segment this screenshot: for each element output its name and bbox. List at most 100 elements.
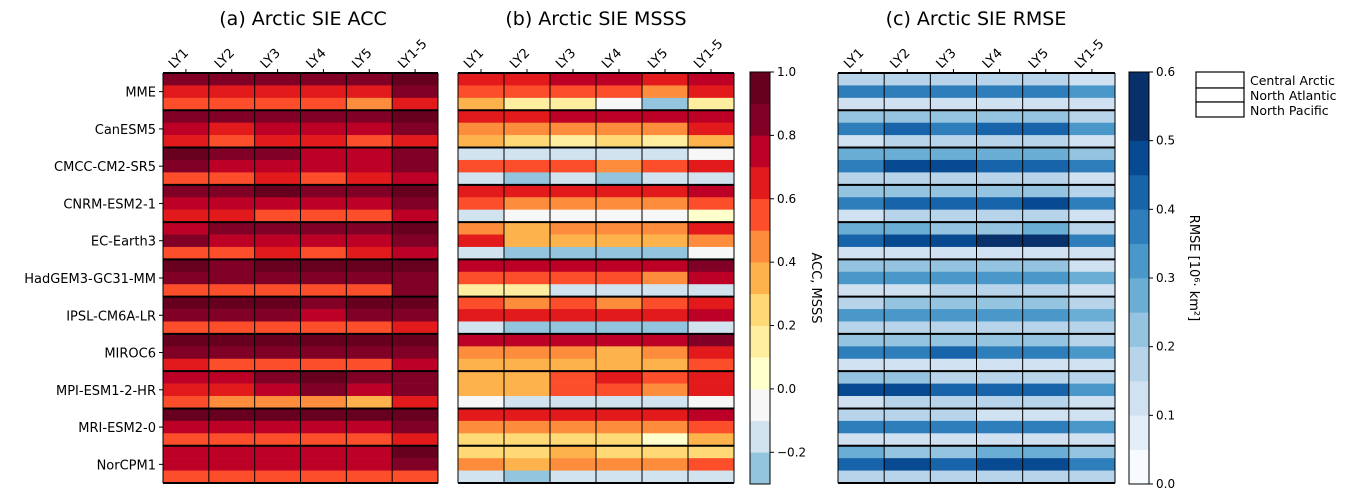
legend-label: North Pacific: [1250, 103, 1329, 118]
colorbar-bin: [750, 167, 770, 200]
heatmap-cell: [976, 458, 1023, 471]
heatmap-cell: [458, 234, 505, 248]
heatmap-cell: [976, 333, 1023, 347]
heatmap-cell: [884, 222, 931, 235]
heatmap-cell: [254, 172, 301, 186]
x-tick-label: LY1-5: [1072, 37, 1107, 72]
heatmap-cell: [504, 135, 551, 148]
heatmap-cell: [688, 321, 735, 335]
heatmap-cell: [392, 396, 439, 409]
heatmap-cell: [163, 147, 210, 161]
heatmap-cell: [550, 296, 597, 310]
heatmap-cell: [504, 470, 551, 484]
heatmap-cell: [930, 358, 977, 372]
heatmap-cell: [976, 97, 1023, 111]
heatmap-cell: [930, 197, 977, 210]
legend-label: Central Arctic: [1250, 73, 1335, 88]
heatmap-cell: [976, 321, 1023, 335]
heatmap-cell: [163, 184, 210, 198]
heatmap-cell: [458, 445, 505, 459]
acc-x-ticks: LY1 LY2 LY3 LY4 LY5 LY1-5: [166, 37, 430, 73]
heatmap-cell: [392, 433, 439, 447]
heatmap-cell: [1022, 420, 1070, 434]
y-tick-label: MIROC6: [104, 347, 156, 362]
heatmap-cell: [504, 97, 551, 111]
heatmap-cell: [1022, 321, 1070, 335]
heatmap-cell: [596, 159, 643, 173]
heatmap-cell: [254, 371, 301, 384]
heatmap-cell: [1068, 73, 1116, 86]
heatmap-cell: [976, 184, 1023, 198]
heatmap-cell: [208, 470, 255, 484]
heatmap-cell: [300, 85, 347, 99]
heatmap-cell: [976, 420, 1023, 434]
heatmap-cell: [596, 371, 643, 384]
heatmap-cell: [642, 259, 689, 273]
heatmap-cell: [930, 458, 977, 471]
y-tick-label: HadGEM3-GC31-MM: [24, 272, 156, 287]
heatmap-cell: [254, 445, 301, 459]
heatmap-cell: [208, 172, 255, 186]
heatmap-cell: [642, 85, 689, 99]
colorbar-tick-label: 0.4: [777, 255, 796, 269]
heatmap-cell: [208, 85, 255, 99]
heatmap-cell: [550, 321, 597, 335]
heatmap-cell: [392, 284, 439, 297]
heatmap-cell: [163, 246, 210, 260]
heatmap-cell: [1068, 309, 1116, 322]
heatmap-cell: [930, 470, 977, 484]
heatmap-cell: [346, 396, 393, 409]
heatmap-cell: [976, 122, 1023, 136]
heatmap-cell: [642, 172, 689, 186]
y-tick-label: CMCC-CM2-SR5: [54, 160, 156, 175]
heatmap-cell: [884, 470, 931, 484]
heatmap-cell: [163, 433, 210, 447]
legend-item-north-pacific: North Pacific: [1195, 101, 1329, 118]
colorbar-tick-label: 0.2: [1156, 340, 1175, 354]
heatmap-cell: [208, 234, 255, 248]
colorbar-tick-label: 0.1: [1156, 408, 1175, 422]
heatmap-cell: [976, 135, 1023, 148]
heatmap-cell: [163, 321, 210, 335]
heatmap-cell: [254, 271, 301, 285]
heatmap-cell: [596, 122, 643, 136]
heatmap-cell: [550, 197, 597, 210]
heatmap-cell: [458, 184, 505, 198]
acc-panel: (a) Arctic SIE ACC LY1 LY2 LY3 LY4 LY5 LY1-5 …: [24, 8, 439, 484]
x-tick-label: LY2: [507, 46, 533, 72]
heatmap-cell: [884, 97, 931, 111]
heatmap-cell: [458, 371, 505, 384]
heatmap-cell: [346, 135, 393, 148]
heatmap-cell: [838, 147, 885, 161]
rmse-colorbar-label: RMSE [10⁶· km²]: [1186, 215, 1201, 321]
heatmap-cell: [642, 396, 689, 409]
heatmap-cell: [838, 271, 885, 285]
heatmap-cell: [392, 234, 439, 248]
heatmap-cell: [208, 209, 255, 223]
heatmap-cell: [392, 470, 439, 484]
heatmap-cell: [642, 358, 689, 372]
heatmap-cell: [208, 110, 255, 123]
heatmap-cell: [392, 309, 439, 322]
heatmap-cell: [976, 296, 1023, 310]
heatmap-cell: [1022, 222, 1070, 235]
y-tick-label: MRI-ESM2-0: [78, 421, 156, 436]
heatmap-cell: [884, 246, 931, 260]
heatmap-cell: [550, 371, 597, 384]
heatmap-cell: [254, 259, 301, 273]
heatmap-cell: [642, 184, 689, 198]
heatmap-cell: [346, 147, 393, 161]
heatmap-cell: [930, 383, 977, 397]
heatmap-cell: [254, 197, 301, 210]
heatmap-cell: [1068, 321, 1116, 335]
heatmap-cell: [346, 184, 393, 198]
heatmap-cell: [300, 458, 347, 471]
heatmap-cell: [642, 445, 689, 459]
heatmap-cell: [884, 358, 931, 372]
heatmap-cell: [976, 346, 1023, 360]
heatmap-cell: [930, 172, 977, 186]
colorbar-bin: [750, 230, 770, 263]
heatmap-cell: [346, 420, 393, 434]
heatmap-cell: [163, 259, 210, 273]
